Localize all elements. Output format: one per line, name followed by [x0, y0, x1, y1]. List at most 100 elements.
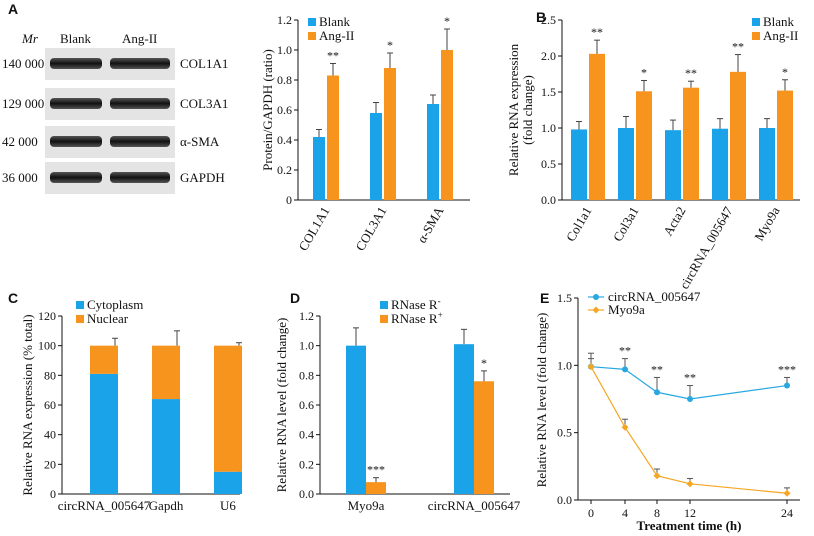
bar [384, 68, 396, 200]
data-point [587, 363, 595, 371]
y-axis-label: Relative RNA expression (% total) [20, 314, 35, 495]
bar [152, 399, 180, 494]
y-tick-label: 0 [50, 487, 56, 501]
chart-b: 0.0 0.5 1.0 1.5 2.0 2.5 Relative RNA expressio… [506, 9, 800, 292]
bar [712, 128, 728, 200]
legend-swatch [752, 32, 760, 40]
protein-label: COL1A1 [180, 56, 228, 71]
y-tick-label: 0.0 [557, 493, 572, 507]
panel-label-a: A [8, 1, 18, 17]
significance-mark: * [444, 14, 450, 28]
bar [474, 381, 494, 494]
y-tick-label: 20 [44, 457, 56, 471]
legend-label: Blank [763, 14, 795, 29]
y-tick-label: 1.2 [277, 13, 292, 27]
y-tick-label: 0.0 [541, 193, 556, 207]
band-ang-ii [110, 58, 170, 69]
data-point [654, 389, 660, 396]
legend-label: Ang-II [763, 28, 798, 43]
x-tick-label: 0 [588, 506, 594, 520]
band-ang-ii [110, 172, 170, 183]
data-point [653, 472, 661, 480]
category-label: Acta2 [660, 204, 689, 238]
category-label: Gapdh [149, 498, 184, 513]
data-point [687, 396, 693, 402]
category-label: circRNA_005647 [58, 498, 151, 513]
bar [441, 50, 453, 200]
y-tick-label: 120 [38, 309, 56, 323]
y-tick-label: 0.5 [541, 157, 556, 171]
mw-label: 129 000 [2, 96, 44, 111]
chart-d: 0.0 0.2 0.4 0.6 0.8 1.0 1.2 Relative RNA level … [274, 290, 521, 513]
lane-label-blank: Blank [60, 31, 92, 46]
bar [730, 71, 746, 200]
x-tick-label: 12 [684, 506, 696, 520]
panel-label: C [8, 290, 18, 306]
legend-label-text: RNase R [391, 297, 438, 312]
y-tick-label: 0.5 [557, 426, 572, 440]
protein-label: GAPDH [180, 170, 225, 185]
band-blank [50, 136, 102, 147]
legend-label-text: RNase R [391, 311, 438, 326]
y-tick-label: 60 [44, 398, 56, 412]
significance-mark: ** [685, 66, 697, 80]
lane-label-ang-ii: Ang-II [122, 31, 157, 46]
bar [214, 345, 242, 472]
band-blank [50, 58, 102, 69]
bar [665, 130, 681, 200]
bar [759, 128, 775, 200]
y-axis-label-line: (fold change) [520, 75, 535, 145]
band-blank [50, 172, 102, 183]
mw-label: 36 000 [2, 170, 38, 185]
bar [571, 129, 587, 200]
bar [152, 345, 180, 400]
significance-mark: * [387, 38, 393, 52]
bar [90, 373, 118, 494]
significance-mark: * [782, 65, 788, 79]
y-tick-label: 1.0 [299, 339, 314, 353]
y-tick-label: 0 [286, 193, 292, 207]
mw-label: 140 000 [2, 56, 44, 71]
data-point [622, 366, 628, 373]
bar [589, 53, 605, 201]
y-tick-label: 1.2 [299, 309, 314, 323]
legend-swatch [380, 301, 388, 309]
bar [90, 345, 118, 374]
band-blank [50, 98, 102, 109]
legend-label-sup: - [438, 296, 441, 306]
bar [777, 90, 793, 200]
bar [683, 87, 699, 200]
legend-marker [593, 294, 599, 300]
chart-e: 0.0 0.5 1.0 1.5 0 4 8 12 24 Treatment time (h) Rel… [534, 289, 800, 533]
data-point [784, 382, 790, 389]
bar [214, 471, 242, 494]
bar [636, 91, 652, 200]
western-blot-panel: A Mr Blank Ang-II 140 000 COL1A1 129 000 CO… [2, 1, 228, 194]
legend-marker [592, 306, 600, 314]
x-tick-label: 4 [622, 506, 628, 520]
category-label: Col3a1 [610, 204, 642, 244]
y-tick-label: 0.8 [277, 73, 292, 87]
significance-mark: * [641, 65, 647, 79]
y-tick-label: 0.2 [299, 457, 314, 471]
bar [370, 113, 382, 200]
x-axis-label: Treatment time (h) [637, 518, 742, 533]
significance-mark: ** [684, 371, 696, 385]
y-tick-label: 100 [38, 339, 56, 353]
data-point [686, 480, 694, 488]
significance-mark: ** [732, 40, 744, 54]
bar [427, 104, 439, 200]
y-axis-label: Relative RNA level (fold change) [534, 313, 549, 488]
y-tick-label: 0.4 [299, 428, 314, 442]
significance-mark: ** [619, 344, 631, 358]
protein-label: α-SMA [180, 134, 220, 149]
data-point [783, 489, 791, 497]
y-tick-label: 2.5 [541, 13, 556, 27]
y-axis-label-line: Relative RNA expression [506, 43, 521, 176]
legend-label: Myo9a [608, 302, 645, 317]
y-tick-label: 1.5 [557, 291, 572, 305]
y-tick-label: 2.0 [541, 49, 556, 63]
band-ang-ii [110, 136, 170, 147]
category-label: Myo9a [348, 498, 385, 513]
